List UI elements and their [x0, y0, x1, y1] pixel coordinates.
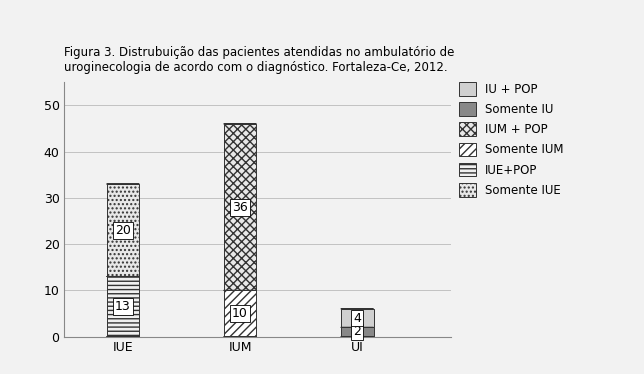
Text: 2: 2 [353, 325, 361, 338]
Bar [341, 309, 374, 327]
Text: 10: 10 [232, 307, 248, 320]
Text: 20: 20 [115, 224, 131, 237]
Text: 4: 4 [353, 312, 361, 325]
Bar [341, 327, 374, 337]
Text: 36: 36 [232, 200, 248, 214]
Text: 13: 13 [115, 300, 131, 313]
Bar [223, 290, 256, 337]
Text: Figura 3. Distrubuição das pacientes atendidas no ambulatório de
uroginecologia : Figura 3. Distrubuição das pacientes ate… [64, 46, 455, 74]
Bar [106, 184, 139, 276]
Legend: IU + POP, Somente IU, IUM + POP, Somente IUM, IUE+POP, Somente IUE: IU + POP, Somente IU, IUM + POP, Somente… [455, 77, 569, 202]
Bar [106, 276, 139, 337]
Bar [223, 124, 256, 290]
